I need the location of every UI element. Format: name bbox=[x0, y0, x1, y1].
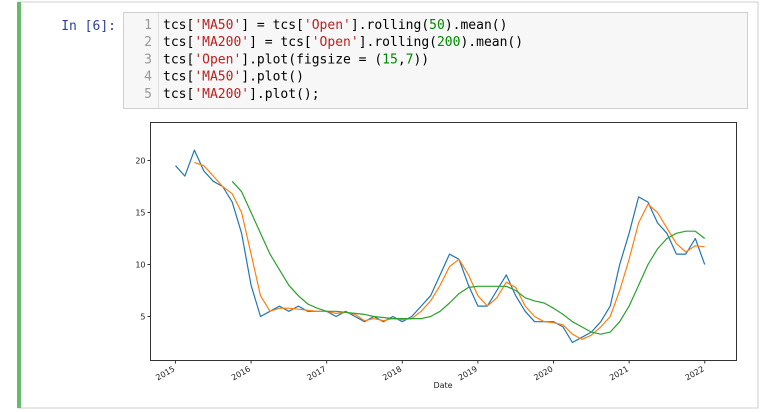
series-line bbox=[175, 149, 706, 344]
code-token: ].plot(); bbox=[249, 87, 319, 102]
cell-indicator bbox=[17, 2, 21, 408]
code-token: tcs[ bbox=[163, 87, 194, 102]
code-token: ] = tcs[ bbox=[249, 35, 312, 50]
code-token: 50 bbox=[429, 18, 445, 33]
line-number: 1 bbox=[144, 18, 152, 33]
code-token: 'MA50' bbox=[194, 70, 241, 85]
code-token: tcs[ bbox=[163, 18, 194, 33]
code-line: tcs['Open'].plot(figsize = (15,7)) bbox=[163, 52, 429, 67]
code-token: 'MA200' bbox=[194, 35, 249, 50]
x-axis-label: Date bbox=[433, 381, 452, 390]
code-token: ).mean() bbox=[445, 18, 508, 33]
code-token: , bbox=[398, 52, 406, 67]
code-token: ].plot(figsize = ( bbox=[241, 52, 382, 67]
code-token: 'Open' bbox=[304, 18, 351, 33]
code-token: tcs[ bbox=[163, 70, 194, 85]
code-token: 200 bbox=[437, 35, 460, 50]
code-token: ].rolling( bbox=[351, 18, 429, 33]
line-number: 4 bbox=[144, 70, 152, 85]
code-token: ] = tcs[ bbox=[241, 18, 304, 33]
code-box[interactable] bbox=[123, 12, 748, 109]
prompt: In [6]: bbox=[61, 19, 116, 34]
code-token: tcs[ bbox=[163, 35, 194, 50]
code-token: 'Open' bbox=[312, 35, 359, 50]
y-tick-label: 20 bbox=[135, 156, 145, 165]
code-token: ].rolling( bbox=[359, 35, 437, 50]
code-token: tcs[ bbox=[163, 52, 194, 67]
series-line bbox=[194, 161, 705, 340]
code-token: ].plot() bbox=[241, 70, 304, 85]
code-token: 15 bbox=[382, 52, 398, 67]
line-number: 3 bbox=[144, 52, 152, 67]
code-token: 7 bbox=[406, 52, 414, 67]
code-line: tcs['MA200'] = tcs['Open'].rolling(200).… bbox=[163, 35, 523, 50]
code-token: ).mean() bbox=[460, 35, 523, 50]
y-tick-label: 5 bbox=[140, 312, 145, 321]
series-line bbox=[231, 180, 706, 335]
plot-area bbox=[150, 122, 737, 361]
y-tick-label: 10 bbox=[135, 260, 145, 269]
y-tick-label: 15 bbox=[135, 208, 145, 217]
code-token: 'Open' bbox=[194, 52, 241, 67]
code-token: 'MA200' bbox=[194, 87, 249, 102]
code-line: tcs['MA200'].plot(); bbox=[163, 87, 320, 102]
code-line: tcs['MA50'].plot() bbox=[163, 70, 304, 85]
code-token: 'MA50' bbox=[194, 18, 241, 33]
line-number: 2 bbox=[144, 35, 152, 50]
code-token: )) bbox=[413, 52, 429, 67]
line-number: 5 bbox=[144, 87, 152, 102]
code-line: tcs['MA50'] = tcs['Open'].rolling(50).me… bbox=[163, 18, 507, 33]
